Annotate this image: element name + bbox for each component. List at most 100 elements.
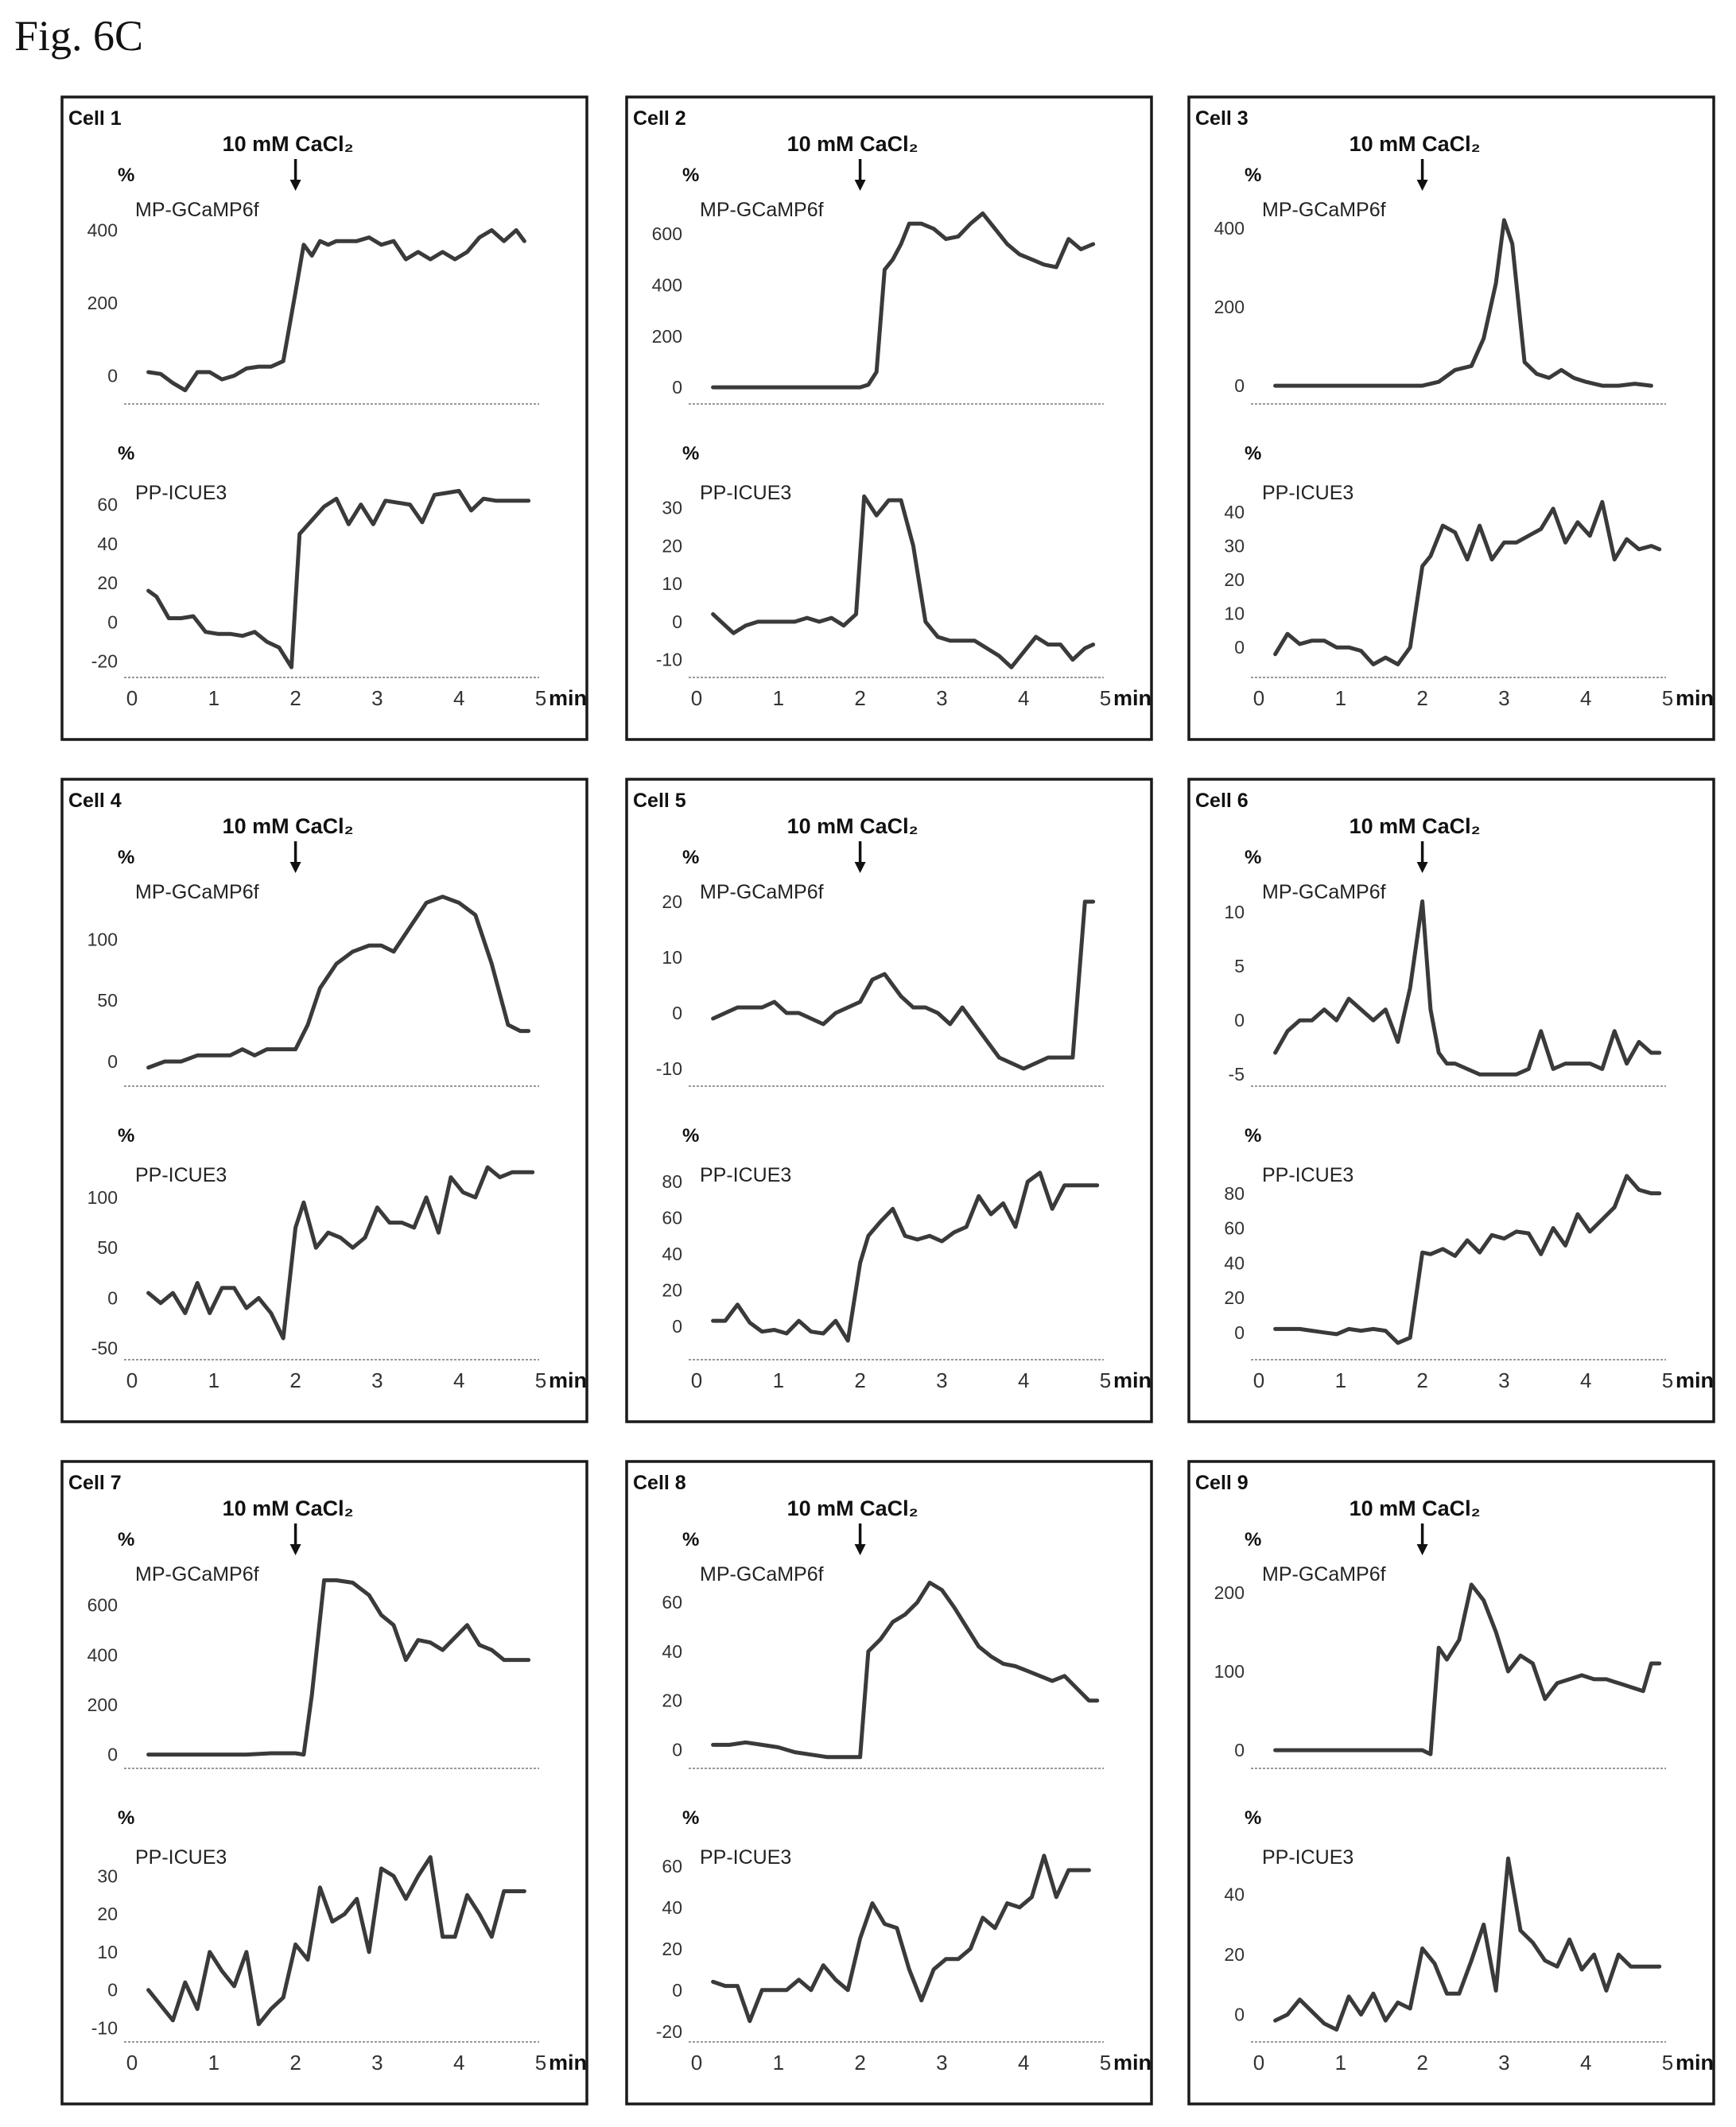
- series-line: [1273, 499, 1662, 666]
- y-tick-label: 20: [1224, 569, 1245, 590]
- y-tick-label: 30: [662, 498, 682, 518]
- cell-label: Cell 9: [1195, 1472, 1249, 1494]
- series-label: MP-GCaMP6f: [135, 1563, 259, 1586]
- cell-label: Cell 6: [1195, 790, 1249, 812]
- unit-label: %: [1245, 165, 1261, 186]
- series-label: MP-GCaMP6f: [700, 1563, 824, 1586]
- y-tick-label: 0: [107, 1051, 118, 1072]
- y-tick-label: 400: [652, 274, 682, 295]
- x-tick-label: 4: [453, 1368, 464, 1392]
- y-tick-label: 40: [662, 1244, 682, 1264]
- bottom-subplot: %PP-ICUE3 -10 0 10 20 30: [656, 443, 1104, 678]
- y-tick-label: 20: [662, 535, 682, 556]
- x-tick-label: 4: [1018, 2051, 1029, 2075]
- x-tick-label: 3: [1498, 686, 1509, 710]
- panel-frame: [60, 778, 588, 1423]
- cell-panel: Cell 810 mM CaCl₂%MP-GCaMP6f0204060%PP-I…: [625, 1460, 1153, 2106]
- series-line: [146, 1578, 531, 1757]
- stimulus-arrowhead-icon: [854, 862, 866, 873]
- x-tick-label: 0: [691, 1368, 702, 1392]
- x-tick-label: 0: [1253, 1368, 1264, 1392]
- y-tick-label: -50: [91, 1338, 118, 1359]
- y-tick-label: 600: [87, 1595, 118, 1616]
- x-axis-unit: min: [549, 1368, 587, 1392]
- x-axis-unit: min: [1676, 686, 1714, 710]
- x-tick-label: 4: [453, 686, 464, 710]
- series-line: [1273, 218, 1653, 388]
- series-label: MP-GCaMP6f: [1262, 1563, 1386, 1586]
- y-tick-label: -20: [91, 651, 118, 672]
- stimulus-label: 10 mM CaCl₂: [787, 1496, 918, 1520]
- bottom-subplot: %PP-ICUE3 -50 0 50 100: [87, 1125, 539, 1360]
- series-label: PP-ICUE3: [1262, 1846, 1353, 1869]
- series-line: [1273, 1582, 1662, 1756]
- x-tick-label: 5: [535, 686, 546, 710]
- stimulus-label: 10 mM CaCl₂: [223, 814, 354, 838]
- unit-label: %: [118, 443, 134, 464]
- y-tick-label: 40: [662, 1641, 682, 1662]
- cell-panel: Cell 610 mM CaCl₂%MP-GCaMP6f-50510%PP-IC…: [1187, 778, 1715, 1423]
- top-subplot: %MP-GCaMP6f 0 20 40 60: [662, 1529, 1104, 1769]
- bottom-subplot: %PP-ICUE3 0 10 20 30 40: [1224, 443, 1666, 678]
- cell-label: Cell 5: [633, 790, 686, 812]
- y-tick-label: 20: [97, 1904, 118, 1924]
- panel-frame: [1187, 1460, 1715, 2106]
- series-line: [146, 488, 531, 670]
- x-tick-label: 0: [126, 2051, 138, 2075]
- figure-title: Fig. 6C: [14, 12, 144, 60]
- x-tick-label: 3: [936, 1368, 947, 1392]
- x-tick-label: 2: [289, 2051, 301, 2075]
- x-tick-label: 1: [208, 1368, 219, 1392]
- x-axis-unit: min: [1676, 1368, 1714, 1392]
- y-tick-label: 200: [87, 1694, 118, 1715]
- series-label: PP-ICUE3: [1262, 482, 1353, 504]
- top-subplot: %MP-GCaMP6f 0 200 400: [87, 165, 539, 405]
- x-tick-label: 3: [371, 1368, 383, 1392]
- stimulus-arrowhead-icon: [289, 1544, 301, 1555]
- unit-label: %: [682, 1529, 699, 1551]
- series-line: [711, 1170, 1100, 1343]
- cell-label: Cell 1: [68, 107, 122, 130]
- x-axis-unit: min: [549, 686, 587, 710]
- y-tick-label: 0: [672, 1740, 682, 1760]
- unit-label: %: [682, 1125, 699, 1147]
- series-line: [711, 211, 1096, 390]
- bottom-subplot: %PP-ICUE3 0 20 40: [1224, 1807, 1666, 2043]
- y-tick-label: 400: [87, 1644, 118, 1665]
- y-tick-label: 200: [652, 326, 682, 347]
- x-axis-unit: min: [1676, 2051, 1714, 2075]
- x-tick-label: 0: [1253, 2051, 1264, 2075]
- unit-label: %: [118, 847, 134, 868]
- bottom-subplot: %PP-ICUE3 0 20 40 60 80: [662, 1125, 1104, 1360]
- x-tick-label: 1: [1335, 1368, 1346, 1392]
- top-subplot: %MP-GCaMP6f 0 200 400 600: [87, 1529, 539, 1769]
- y-tick-label: 10: [97, 1942, 118, 1962]
- x-tick-label: 3: [371, 2051, 383, 2075]
- series-line: [146, 1165, 535, 1341]
- x-tick-label: 3: [371, 686, 383, 710]
- x-tick-label: 4: [1580, 1368, 1591, 1392]
- series-line: [1273, 899, 1662, 1077]
- cell-panel: Cell 310 mM CaCl₂%MP-GCaMP6f0200400%PP-I…: [1187, 95, 1715, 741]
- x-tick-label: 0: [691, 2051, 702, 2075]
- panel-frame: [625, 95, 1153, 741]
- top-subplot: %MP-GCaMP6f 0 200 400: [1214, 165, 1666, 405]
- stimulus-arrowhead-icon: [854, 1544, 866, 1555]
- unit-label: %: [1245, 443, 1261, 464]
- unit-label: %: [682, 165, 699, 186]
- y-tick-label: 10: [1224, 604, 1245, 624]
- stimulus-arrowhead-icon: [289, 180, 301, 191]
- unit-label: %: [118, 1807, 134, 1829]
- y-tick-label: 50: [97, 1237, 118, 1258]
- x-tick-label: 5: [1662, 686, 1673, 710]
- series-line: [711, 1853, 1091, 2024]
- y-tick-label: 200: [1214, 297, 1245, 317]
- unit-label: %: [118, 1125, 134, 1147]
- unit-label: %: [682, 1807, 699, 1829]
- y-tick-label: 0: [1234, 375, 1245, 396]
- y-tick-label: 0: [1234, 637, 1245, 658]
- x-axis-unit: min: [549, 2051, 587, 2075]
- x-tick-label: 3: [1498, 2051, 1509, 2075]
- y-tick-label: 0: [672, 1316, 682, 1337]
- series-label: PP-ICUE3: [1262, 1164, 1353, 1186]
